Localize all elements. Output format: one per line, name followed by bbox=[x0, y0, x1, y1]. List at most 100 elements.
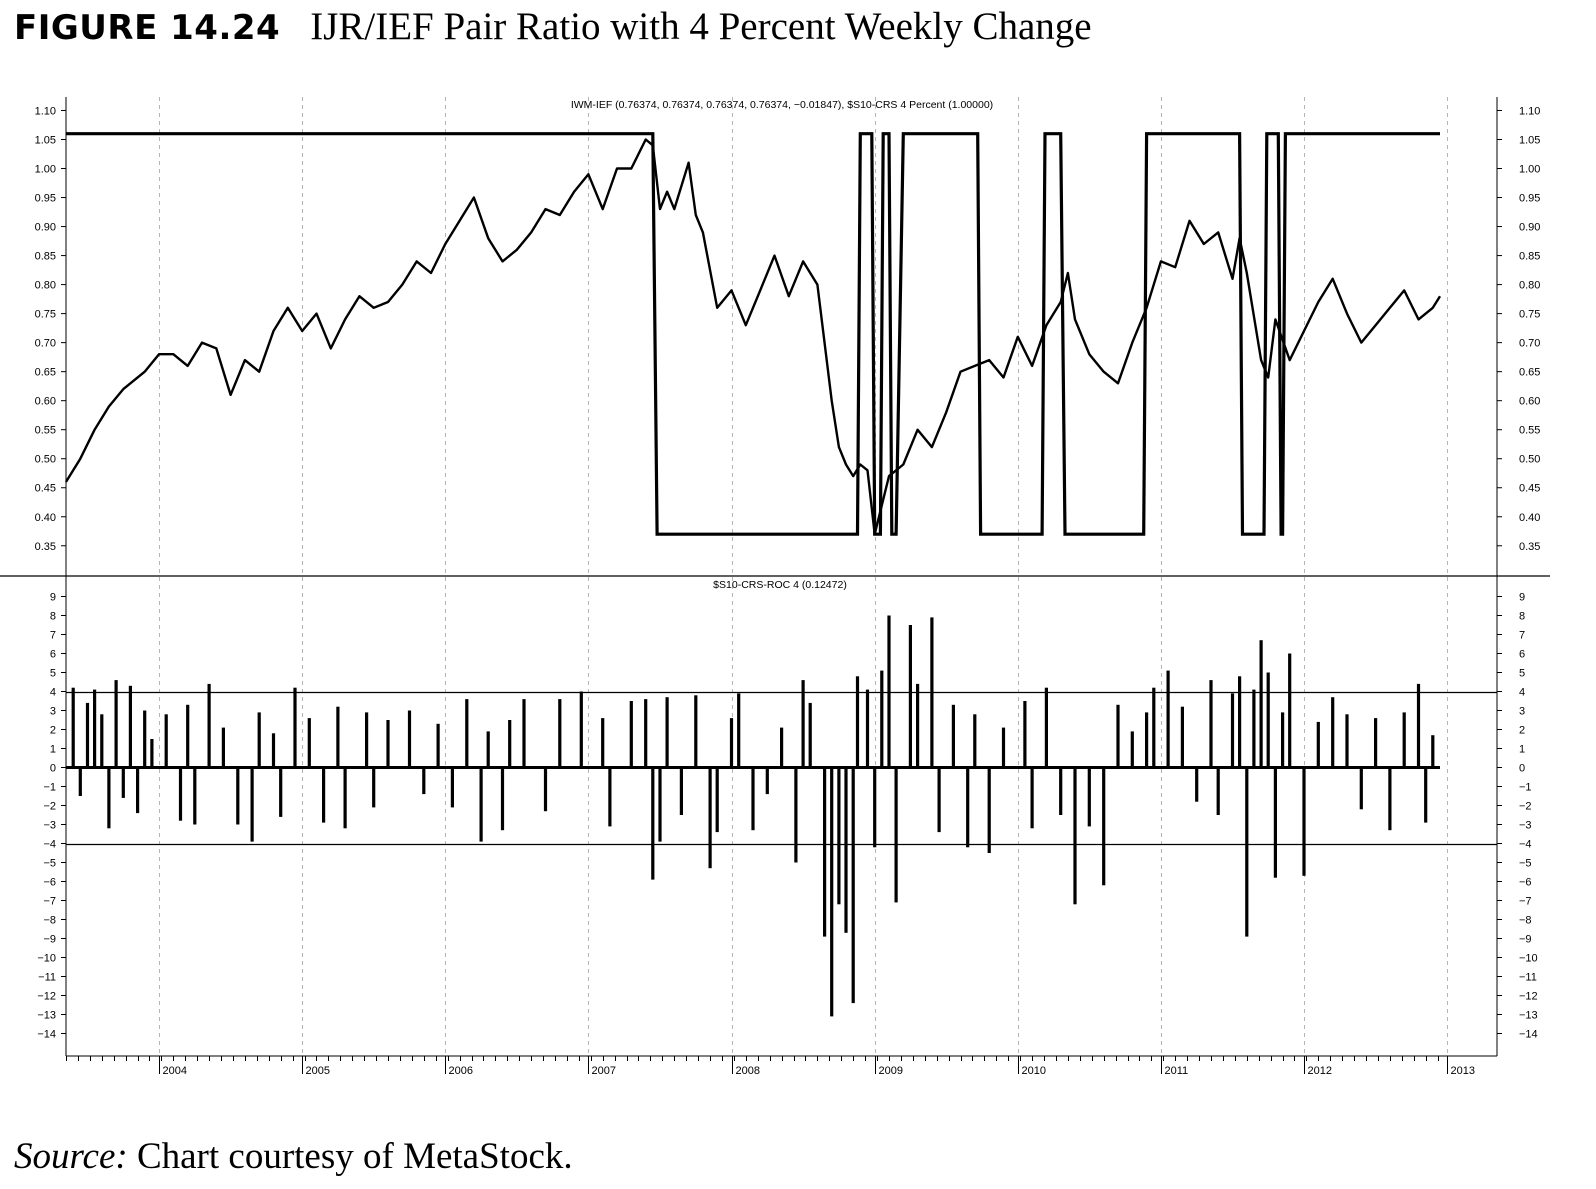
source-label: Source: bbox=[14, 1136, 128, 1177]
y-tick-label-left: 0.80 bbox=[35, 280, 56, 292]
roc-bar bbox=[164, 714, 168, 768]
roc-bar bbox=[966, 767, 970, 848]
roc-bar bbox=[1252, 689, 1256, 768]
y-tick-label-left: 0.60 bbox=[35, 396, 56, 408]
roc-bar bbox=[708, 767, 712, 869]
y-tick-label-right: 0.40 bbox=[1519, 512, 1540, 524]
x-tick-label: 2004 bbox=[163, 1065, 187, 1077]
roc-bar bbox=[1281, 712, 1285, 768]
roc-bar bbox=[1230, 693, 1235, 768]
y-tick-label-left: −3 bbox=[43, 820, 56, 832]
y-tick-label-left: 2 bbox=[50, 725, 56, 737]
x-tick-label: 2007 bbox=[592, 1065, 616, 1077]
roc-bar bbox=[150, 739, 154, 768]
y-tick-label-right: 0.70 bbox=[1519, 338, 1540, 350]
y-tick-label-left: 3 bbox=[50, 706, 56, 718]
x-tick-label: 2011 bbox=[1165, 1065, 1189, 1077]
roc-bar bbox=[78, 767, 82, 796]
roc-bar bbox=[837, 767, 841, 905]
roc-bar bbox=[1288, 653, 1292, 768]
roc-bar bbox=[855, 676, 860, 768]
roc-bar bbox=[729, 718, 734, 768]
roc-bar bbox=[71, 687, 75, 768]
roc-bar bbox=[1102, 767, 1106, 886]
roc-bar bbox=[930, 617, 934, 768]
series-iwm-ief bbox=[64, 138, 1442, 536]
y-tick-label-left: 8 bbox=[50, 611, 56, 623]
y-tick-label-right: −14 bbox=[1519, 1029, 1538, 1041]
roc-bar bbox=[121, 767, 125, 798]
roc-bar bbox=[365, 712, 369, 768]
roc-bar bbox=[1238, 676, 1242, 768]
roc-bar bbox=[236, 767, 240, 825]
roc-bar bbox=[450, 767, 454, 808]
roc-bar bbox=[343, 767, 347, 829]
x-tick-label: 2010 bbox=[1022, 1065, 1046, 1077]
roc-bar bbox=[178, 767, 183, 821]
roc-bar bbox=[887, 615, 891, 768]
roc-bar bbox=[307, 718, 311, 768]
figure-source: Source: Chart courtesy of MetaStock. bbox=[14, 1135, 573, 1178]
roc-bar bbox=[865, 689, 870, 768]
y-tick-label-left: −8 bbox=[43, 915, 56, 927]
roc-bar bbox=[987, 767, 991, 853]
y-tick-label-right: −2 bbox=[1519, 801, 1532, 813]
series-crs-4-percent bbox=[66, 132, 1440, 536]
y-tick-label-left: 0 bbox=[50, 763, 56, 775]
roc-bar bbox=[844, 767, 848, 933]
roc-bar bbox=[737, 693, 741, 768]
y-tick-label-left: 0.90 bbox=[35, 222, 56, 234]
y-tick-label-right: −13 bbox=[1519, 1010, 1538, 1022]
roc-bar bbox=[85, 702, 90, 768]
y-tick-label-left: 0.45 bbox=[35, 483, 56, 495]
y-tick-label-right: −1 bbox=[1519, 782, 1532, 794]
roc-bar bbox=[1259, 640, 1263, 768]
roc-bar bbox=[973, 714, 977, 768]
roc-bar bbox=[250, 767, 254, 842]
roc-bar bbox=[794, 767, 798, 863]
y-tick-label-right: 0.95 bbox=[1519, 193, 1540, 205]
source-text: Chart courtesy of MetaStock. bbox=[127, 1136, 573, 1177]
roc-bar bbox=[780, 727, 784, 768]
roc-bar bbox=[522, 699, 526, 768]
y-tick-label-left: 0.85 bbox=[35, 251, 56, 263]
roc-bar bbox=[1374, 718, 1378, 768]
roc-bar bbox=[1302, 767, 1306, 876]
y-tick-label-left: 5 bbox=[50, 668, 56, 680]
roc-bar bbox=[665, 697, 669, 768]
y-tick-label-left: −1 bbox=[43, 782, 56, 794]
roc-bar bbox=[808, 702, 812, 768]
roc-bar bbox=[937, 767, 941, 833]
roc-bar bbox=[1130, 731, 1134, 768]
y-tick-label-right: −3 bbox=[1519, 820, 1532, 832]
y-tick-label-right: 8 bbox=[1519, 611, 1525, 623]
y-tick-label-right: 4 bbox=[1519, 687, 1525, 699]
y-tick-label-left: 0.70 bbox=[35, 338, 56, 350]
y-tick-label-left: 6 bbox=[50, 649, 56, 661]
y-tick-label-right: 0.90 bbox=[1519, 222, 1540, 234]
y-tick-label-left: 0.35 bbox=[35, 541, 56, 553]
y-tick-label-left: −12 bbox=[37, 991, 56, 1003]
y-tick-label-right: 0 bbox=[1519, 763, 1525, 775]
y-tick-label-right: 0.55 bbox=[1519, 425, 1540, 437]
y-tick-label-left: −11 bbox=[38, 972, 56, 984]
y-tick-label-right: 6 bbox=[1519, 649, 1525, 661]
y-tick-label-left: 0.50 bbox=[35, 454, 56, 466]
roc-bar bbox=[1145, 712, 1149, 768]
roc-bar bbox=[880, 670, 884, 768]
roc-bar bbox=[694, 695, 698, 768]
roc-bar bbox=[1402, 712, 1406, 768]
roc-bar bbox=[193, 767, 197, 825]
y-tick-label-left: −6 bbox=[43, 877, 56, 889]
y-tick-label-left: 0.55 bbox=[35, 425, 56, 437]
roc-bar bbox=[1023, 701, 1027, 768]
roc-bar bbox=[679, 767, 683, 815]
y-tick-label-left: −5 bbox=[43, 858, 56, 870]
x-tick-label: 2009 bbox=[879, 1065, 903, 1077]
y-tick-label-right: 0.35 bbox=[1519, 541, 1540, 553]
y-tick-label-left: 7 bbox=[50, 630, 56, 642]
roc-bar bbox=[279, 767, 283, 817]
roc-bar bbox=[658, 767, 662, 842]
roc-bar bbox=[629, 701, 633, 768]
